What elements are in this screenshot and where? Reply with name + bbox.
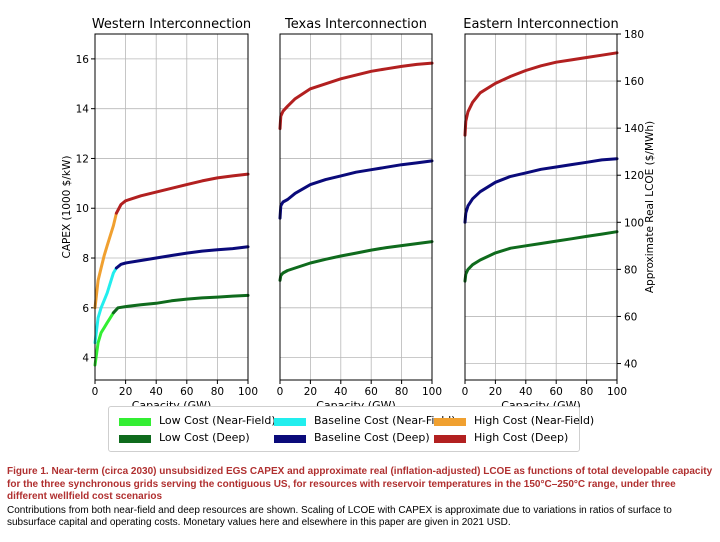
series-line [463, 51, 619, 137]
y-tick-label-right: 160 [624, 76, 644, 88]
x-tick-label: 80 [580, 386, 593, 398]
y-tick-label-right: 40 [624, 359, 637, 371]
chart-legend: Low Cost (Near-Field) Baseline Cost (Nea… [108, 406, 594, 452]
legend-swatch [274, 435, 306, 443]
x-tick-label: 20 [119, 386, 132, 398]
series-line [114, 172, 250, 215]
x-tick-label: 60 [365, 386, 378, 398]
legend-swatch [119, 435, 151, 443]
series-line [463, 157, 619, 224]
legend-label: High Cost (Near-Field) [474, 414, 595, 427]
x-tick-label: 100 [238, 386, 258, 398]
x-tick-label: 80 [211, 386, 224, 398]
caption-note: Contributions from both near-field and d… [7, 504, 672, 529]
series-line [463, 230, 619, 283]
x-tick-label: 40 [334, 386, 347, 398]
figure-caption: Figure 1. Near-term (circa 2030) unsubsi… [7, 466, 715, 530]
series-line [93, 211, 118, 310]
y-tick-label: 6 [82, 303, 89, 315]
y-axis-label-right: Approximate Real LCOE ($/MWh) [644, 121, 656, 293]
y-tick-label-right: 100 [624, 217, 644, 229]
series-line [114, 245, 250, 270]
x-tick-label: 20 [304, 386, 317, 398]
y-tick-label: 4 [82, 353, 89, 365]
panel-title: Western Interconnection [92, 17, 251, 32]
caption-title: Figure 1. Near-term (circa 2030) unsubsi… [7, 466, 713, 502]
x-tick-label: 60 [550, 386, 563, 398]
series-line [278, 159, 434, 220]
y-tick-label-right: 140 [624, 123, 644, 135]
series-line [93, 266, 118, 345]
legend-swatch [274, 418, 306, 426]
x-tick-label: 80 [395, 386, 408, 398]
series-line [278, 240, 434, 282]
y-axis-label: CAPEX (1000 $/kW) [61, 156, 73, 259]
y-tick-label-right: 180 [624, 29, 644, 41]
y-tick-label-right: 60 [624, 311, 637, 323]
series-line [278, 61, 434, 131]
x-tick-label: 0 [277, 386, 284, 398]
y-tick-label: 12 [76, 153, 89, 165]
x-tick-label: 0 [462, 386, 469, 398]
y-tick-label: 10 [76, 203, 89, 215]
panel-title: Eastern Interconnection [463, 17, 618, 32]
legend-label: Baseline Cost (Near-Field) [314, 414, 456, 427]
legend-label: Baseline Cost (Deep) [314, 431, 430, 444]
legend-label: High Cost (Deep) [474, 431, 569, 444]
y-tick-label: 8 [82, 253, 89, 265]
y-tick-label-right: 120 [624, 170, 644, 182]
legend-label: Low Cost (Near-Field) [159, 414, 276, 427]
y-tick-label: 16 [76, 54, 90, 66]
plot-frame [464, 33, 618, 381]
x-tick-label: 20 [489, 386, 502, 398]
y-tick-label: 14 [76, 104, 90, 116]
panel-title: Texas Interconnection [284, 17, 427, 32]
y-tick-label-right: 80 [624, 264, 637, 276]
x-tick-label: 40 [519, 386, 532, 398]
x-tick-label: 100 [422, 386, 442, 398]
x-tick-label: 0 [92, 386, 99, 398]
series-line [111, 293, 250, 315]
series-line [93, 311, 115, 367]
legend-swatch [434, 435, 466, 443]
x-tick-label: 100 [607, 386, 627, 398]
plot-frame [94, 33, 249, 381]
legend-swatch [434, 418, 466, 426]
plot-frame [279, 33, 433, 381]
legend-label: Low Cost (Deep) [159, 431, 250, 444]
figure-canvas: 0 20 40 60 80 100 4 6 8 10 12 14 16 Western Interconn… [61, 17, 656, 412]
legend-swatch [119, 418, 151, 426]
x-tick-label: 40 [150, 386, 163, 398]
x-tick-label: 60 [180, 386, 193, 398]
